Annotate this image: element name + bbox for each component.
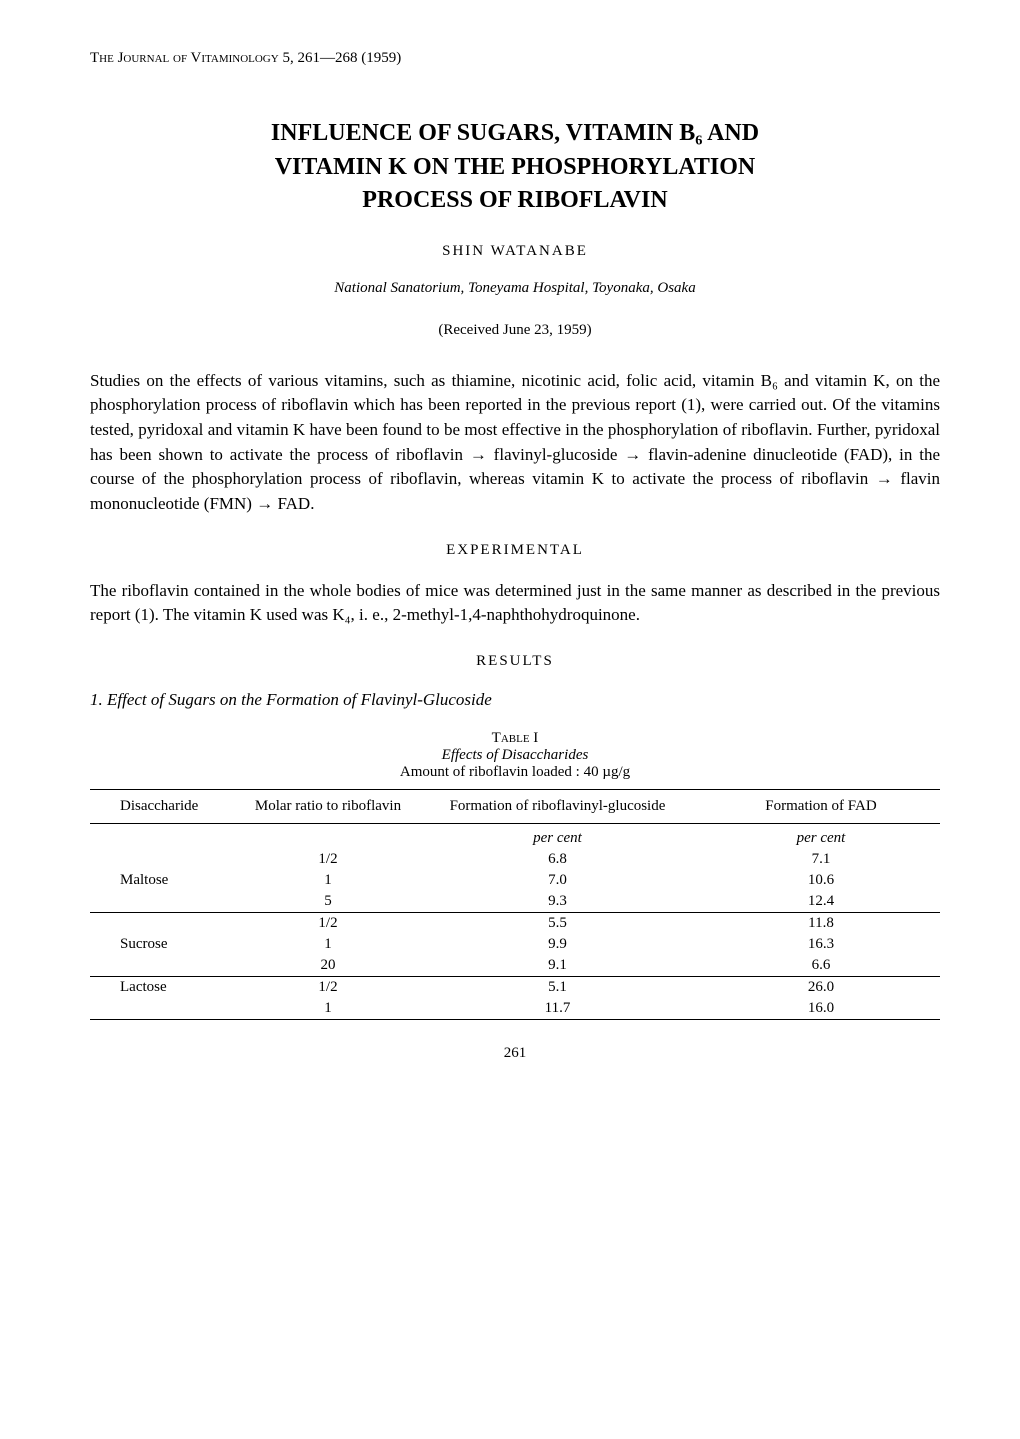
data-cell: 12.4 (702, 891, 940, 913)
table-label: Table I (90, 730, 940, 747)
experimental-paragraph: The riboflavin contained in the whole bo… (90, 579, 940, 628)
section-results: RESULTS (90, 653, 940, 670)
author-name: SHIN WATANABE (90, 243, 940, 260)
data-cell: 6.6 (702, 955, 940, 977)
data-cell: 26.0 (702, 976, 940, 998)
unit-cell: per cent (702, 823, 940, 849)
table-row: 59.312.4 (90, 891, 940, 913)
col-header-glucoside: Formation of riboflavinyl-glucoside (413, 789, 702, 823)
col-header-fad: Formation of FAD (702, 789, 940, 823)
data-cell: 9.1 (413, 955, 702, 977)
data-cell: 11.8 (702, 912, 940, 934)
data-cell: 1 (243, 934, 413, 955)
data-cell: 7.1 (702, 849, 940, 870)
disaccharide-cell: Sucrose (90, 934, 243, 955)
col-header-disaccharide: Disaccharide (90, 789, 243, 823)
table-row: 1/26.87.1 (90, 849, 940, 870)
table-unit-row: per centper cent (90, 823, 940, 849)
table-caption: Effects of Disaccharides (90, 747, 940, 764)
data-cell: 16.0 (702, 998, 940, 1020)
data-cell: 16.3 (702, 934, 940, 955)
data-cell: 11.7 (413, 998, 702, 1020)
data-cell: 1/2 (243, 976, 413, 998)
journal-reference: The Journal of Vitaminology 5, 261—268 (… (90, 50, 940, 67)
table-header-row: Disaccharide Molar ratio to riboflavin F… (90, 789, 940, 823)
table-row: Lactose1/25.126.0 (90, 976, 940, 998)
affiliation: National Sanatorium, Toneyama Hospital, … (90, 280, 940, 297)
data-cell: 9.3 (413, 891, 702, 913)
page-number: 261 (90, 1045, 940, 1062)
data-cell: 1/2 (243, 912, 413, 934)
data-cell: 6.8 (413, 849, 702, 870)
journal-name: The Journal of Vitaminology (90, 50, 279, 66)
table-row: Maltose17.010.6 (90, 870, 940, 891)
table-subcaption: Amount of riboflavin loaded : 40 µg/g (90, 764, 940, 781)
paper-title: INFLUENCE OF SUGARS, VITAMIN B₆ AND VITA… (90, 117, 940, 218)
disaccharide-cell: Lactose (90, 976, 243, 998)
data-cell: 5 (243, 891, 413, 913)
disaccharide-cell: Maltose (90, 870, 243, 891)
data-cell: 1 (243, 870, 413, 891)
table-row: 111.716.0 (90, 998, 940, 1020)
disaccharide-cell (90, 955, 243, 977)
data-cell: 10.6 (702, 870, 940, 891)
data-cell: 5.1 (413, 976, 702, 998)
data-cell: 1 (243, 998, 413, 1020)
data-cell: 7.0 (413, 870, 702, 891)
table-row: Sucrose19.916.3 (90, 934, 940, 955)
journal-detail: 5, 261—268 (1959) (282, 50, 401, 66)
data-cell: 1/2 (243, 849, 413, 870)
col-header-ratio: Molar ratio to riboflavin (243, 789, 413, 823)
unit-cell (90, 823, 243, 849)
disaccharide-cell (90, 998, 243, 1020)
disaccharide-table: Disaccharide Molar ratio to riboflavin F… (90, 789, 940, 1020)
data-cell: 9.9 (413, 934, 702, 955)
table-row: 1/25.511.8 (90, 912, 940, 934)
unit-cell: per cent (413, 823, 702, 849)
received-date: (Received June 23, 1959) (90, 322, 940, 339)
data-cell: 5.5 (413, 912, 702, 934)
data-cell: 20 (243, 955, 413, 977)
disaccharide-cell (90, 849, 243, 870)
disaccharide-cell (90, 891, 243, 913)
section-experimental: EXPERIMENTAL (90, 542, 940, 559)
table-row: 209.16.6 (90, 955, 940, 977)
title-line-3: PROCESS OF RIBOFLAVIN (362, 187, 667, 213)
title-line-2: VITAMIN K ON THE PHOSPHORYLATION (275, 154, 756, 180)
subsection-1: 1. Effect of Sugars on the Formation of … (90, 690, 940, 710)
unit-cell (243, 823, 413, 849)
title-line-1: INFLUENCE OF SUGARS, VITAMIN B₆ AND (271, 120, 759, 146)
disaccharide-cell (90, 912, 243, 934)
abstract-paragraph: Studies on the effects of various vitami… (90, 369, 940, 517)
